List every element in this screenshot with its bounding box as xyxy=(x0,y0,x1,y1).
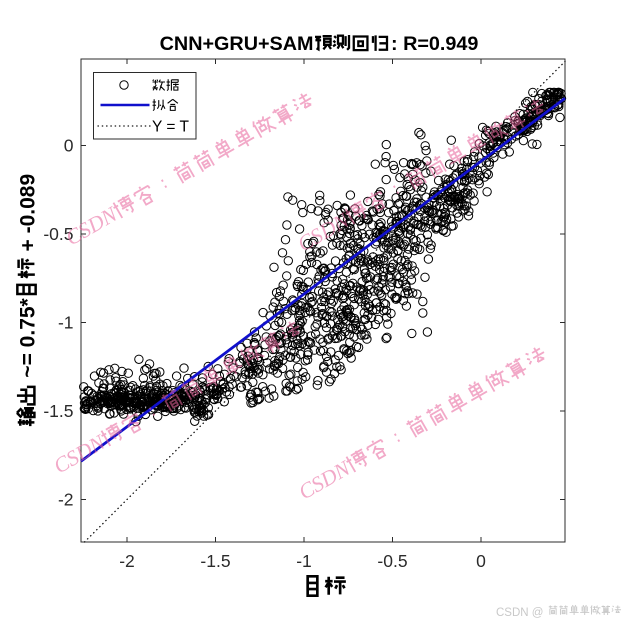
svg-text:-0.5: -0.5 xyxy=(43,224,73,244)
svg-text:0: 0 xyxy=(476,551,486,571)
svg-text:0: 0 xyxy=(64,136,74,156)
svg-text:CSDN @: CSDN @ xyxy=(496,607,543,619)
svg-text:-2: -2 xyxy=(58,490,74,510)
svg-text:CNN+GRU+SAM: CNN+GRU+SAM xyxy=(160,33,314,55)
svg-text:-0.5: -0.5 xyxy=(377,551,407,571)
svg-text:: R=0.949: : R=0.949 xyxy=(391,33,478,55)
svg-text:Y = T: Y = T xyxy=(152,119,189,136)
svg-text:-1.5: -1.5 xyxy=(200,551,230,571)
svg-text:~= 0.75*: ~= 0.75* xyxy=(17,297,40,377)
svg-text:-1.5: -1.5 xyxy=(43,401,73,421)
svg-text:+ -0.089: + -0.089 xyxy=(17,174,40,252)
svg-text:-1: -1 xyxy=(58,313,74,333)
svg-text:-1: -1 xyxy=(296,551,312,571)
svg-text:-2: -2 xyxy=(119,551,135,571)
